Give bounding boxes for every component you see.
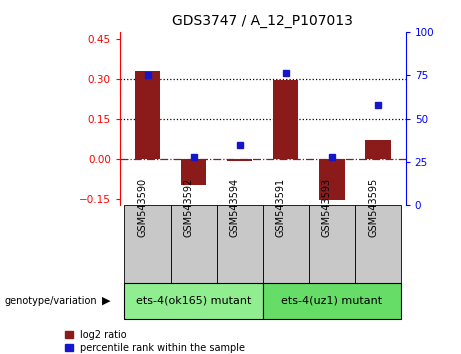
Bar bbox=[135, 70, 160, 159]
Text: genotype/variation: genotype/variation bbox=[5, 296, 97, 306]
Text: GSM543593: GSM543593 bbox=[322, 178, 332, 237]
Bar bbox=[124, 205, 171, 283]
Title: GDS3747 / A_12_P107013: GDS3747 / A_12_P107013 bbox=[172, 14, 353, 28]
Text: GSM543594: GSM543594 bbox=[230, 178, 240, 237]
Bar bbox=[273, 80, 299, 159]
Bar bbox=[217, 205, 263, 283]
Text: GSM543591: GSM543591 bbox=[276, 178, 286, 237]
Bar bbox=[366, 140, 391, 159]
Bar bbox=[263, 205, 309, 283]
Bar bbox=[124, 283, 263, 319]
Text: ets-4(ok165) mutant: ets-4(ok165) mutant bbox=[136, 296, 251, 306]
Bar bbox=[227, 159, 253, 161]
Bar bbox=[319, 159, 345, 200]
Bar bbox=[181, 159, 206, 185]
Bar bbox=[263, 283, 401, 319]
Text: ets-4(uz1) mutant: ets-4(uz1) mutant bbox=[281, 296, 383, 306]
Bar bbox=[171, 205, 217, 283]
Text: GSM543592: GSM543592 bbox=[183, 178, 194, 237]
Bar bbox=[309, 205, 355, 283]
Text: GSM543590: GSM543590 bbox=[137, 178, 148, 237]
Bar bbox=[355, 205, 401, 283]
Text: GSM543595: GSM543595 bbox=[368, 178, 378, 237]
Legend: log2 ratio, percentile rank within the sample: log2 ratio, percentile rank within the s… bbox=[65, 330, 245, 353]
Text: ▶: ▶ bbox=[102, 296, 111, 306]
